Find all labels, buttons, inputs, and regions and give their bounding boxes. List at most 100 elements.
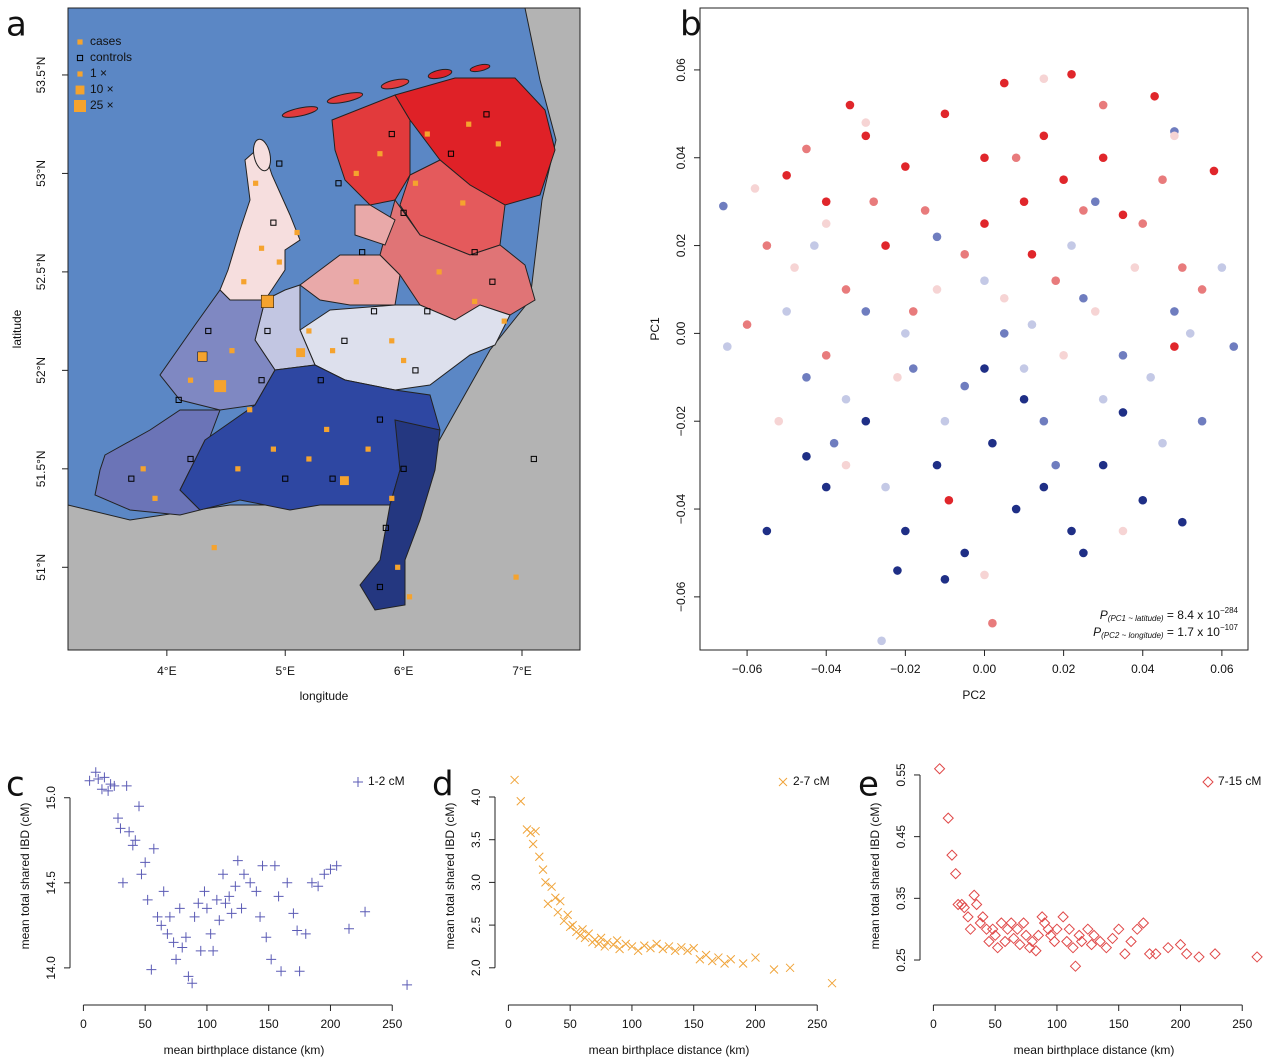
case-square: [339, 476, 349, 486]
control-square: [376, 583, 384, 591]
point: [550, 893, 560, 903]
control-square: [329, 475, 336, 482]
x-tick-label: 250: [807, 1017, 827, 1031]
point: [920, 206, 930, 215]
case-square: [229, 348, 235, 354]
control-square: [187, 455, 194, 463]
point: [162, 928, 173, 939]
point: [949, 867, 962, 880]
case-square: [472, 298, 478, 305]
control-square: [370, 308, 378, 315]
point: [142, 894, 153, 905]
annotation-value: = 8.4 x 10: [1164, 608, 1221, 622]
point: [199, 886, 210, 897]
point: [300, 928, 311, 939]
y-tick-label: 0.06: [674, 58, 688, 82]
point: [208, 945, 219, 956]
y-tick-label: 51°N: [34, 554, 48, 581]
case-square: [253, 180, 259, 186]
point: [1170, 131, 1179, 141]
point: [1180, 948, 1193, 960]
case-square: [294, 229, 300, 236]
point: [829, 438, 839, 448]
point: [1036, 911, 1048, 923]
point: [553, 907, 563, 917]
point: [841, 394, 851, 404]
point: [1073, 929, 1085, 942]
point: [109, 780, 120, 791]
point: [1131, 923, 1143, 935]
point: [239, 869, 249, 880]
point: [762, 241, 772, 250]
point: [115, 823, 126, 834]
point: [1019, 394, 1029, 404]
control-square: [483, 111, 490, 118]
point: [195, 945, 206, 956]
point: [526, 828, 536, 838]
point: [344, 923, 354, 934]
control-square: [335, 180, 342, 187]
point: [1069, 960, 1082, 972]
point: [1032, 929, 1045, 942]
point: [140, 857, 151, 868]
point: [689, 943, 699, 953]
y-tick-label: −0.06: [674, 581, 688, 612]
point: [1174, 938, 1187, 951]
point: [1048, 935, 1061, 948]
frame: [699, 7, 1249, 651]
x-tick-label: 100: [1047, 1017, 1067, 1031]
point: [901, 329, 910, 338]
point: [93, 774, 104, 785]
x-tick-label: 0: [930, 1017, 937, 1031]
point: [670, 946, 680, 956]
control-square: [376, 416, 384, 423]
point: [1158, 175, 1167, 184]
point: [266, 954, 277, 965]
panel-letter: a: [6, 5, 27, 45]
point: [602, 937, 612, 947]
point: [146, 964, 157, 975]
point: [211, 894, 222, 905]
point: [99, 772, 110, 783]
control-square: [270, 219, 277, 226]
case-square: [247, 407, 253, 413]
y-tick-label: 0.55: [894, 763, 908, 787]
control-square: [205, 327, 212, 335]
point: [1030, 945, 1042, 957]
point: [226, 908, 237, 919]
legend-size-marker: [74, 100, 86, 112]
panel-letter: b: [680, 5, 702, 45]
point: [214, 915, 225, 926]
point: [1027, 250, 1037, 259]
point: [1042, 923, 1054, 935]
point: [932, 232, 942, 242]
point: [970, 898, 983, 911]
point: [220, 898, 231, 909]
point: [1014, 938, 1026, 951]
point: [960, 381, 970, 391]
point: [658, 944, 668, 954]
point: [802, 144, 811, 154]
legend-label: 10 ×: [90, 82, 114, 96]
annotation-exponent: −107: [1220, 623, 1239, 632]
legend-label: 7-15 cM: [1218, 774, 1261, 788]
y-axis-label: mean total shared IBD (cM): [868, 803, 882, 950]
case-square: [306, 328, 312, 334]
y-axis-label: mean total shared IBD (cM): [443, 803, 457, 950]
control-square: [382, 524, 389, 532]
point: [1170, 307, 1179, 316]
point: [543, 899, 553, 909]
case-square: [401, 357, 407, 364]
point: [257, 860, 268, 871]
point: [726, 954, 736, 964]
point: [940, 575, 950, 584]
x-tick-label: 50: [563, 1017, 577, 1031]
point: [942, 812, 954, 824]
point: [547, 882, 557, 892]
point: [1150, 948, 1162, 960]
x-tick-label: 150: [1109, 1017, 1129, 1031]
y-tick-label: 52.5°N: [34, 253, 48, 290]
point: [1051, 276, 1061, 285]
point: [1026, 935, 1038, 948]
point: [999, 293, 1009, 303]
